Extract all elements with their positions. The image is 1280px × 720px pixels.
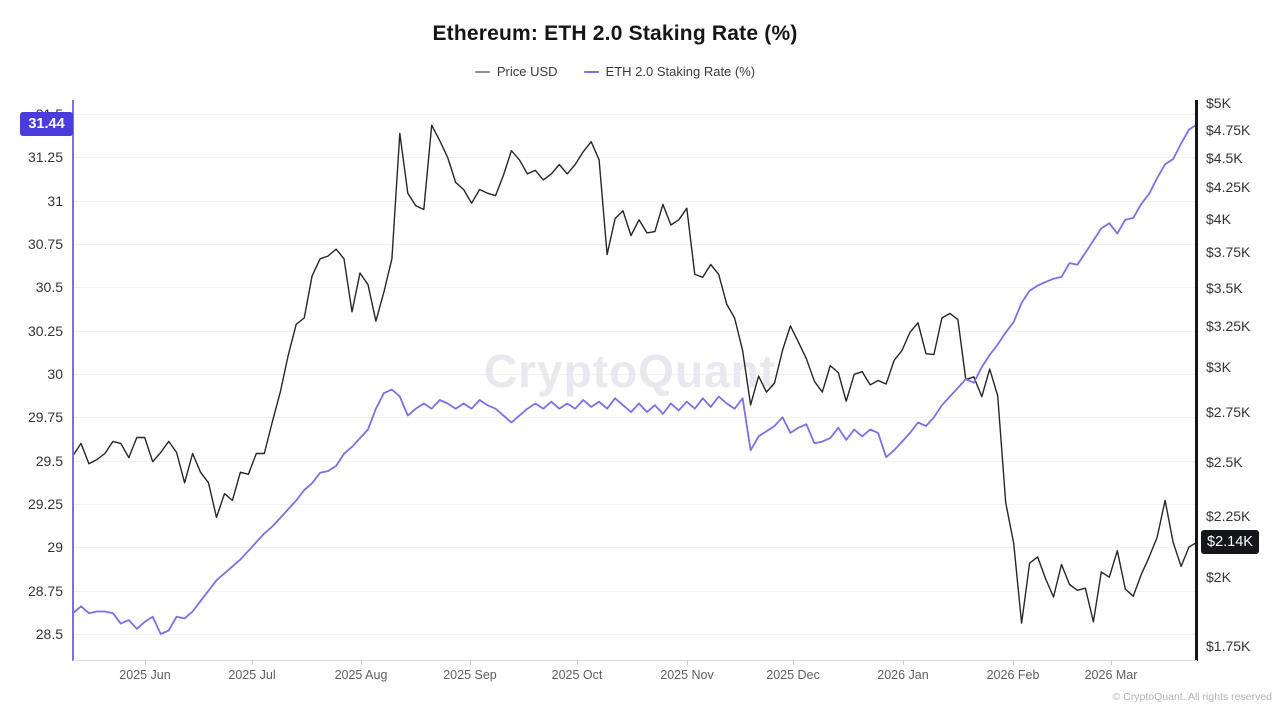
x-tick-label: 2025 Nov: [660, 668, 714, 682]
y-right-tick-label: $3.5K: [1206, 279, 1243, 296]
x-tick-mark: [687, 660, 688, 665]
x-tick-mark: [793, 660, 794, 665]
staking-line-swatch-icon: [583, 70, 599, 73]
y-left-tick-label: 28.5: [35, 626, 63, 642]
gridline: [73, 200, 1197, 202]
x-tick-mark: [252, 660, 253, 665]
x-tick-mark: [470, 660, 471, 665]
x-tick-mark: [577, 660, 578, 665]
x-tick-label: 2025 Oct: [551, 668, 603, 682]
y-right-tick-label: $2K: [1206, 569, 1231, 586]
x-tick-mark: [903, 660, 904, 665]
watermark: CryptoQuant: [483, 345, 777, 397]
y-left-tick-label: 29.5: [35, 452, 63, 469]
x-tick-label: 2025 Aug: [334, 668, 388, 682]
chart-title: Ethereum: ETH 2.0 Staking Rate (%): [432, 22, 798, 45]
legend-item-staking[interactable]: ETH 2.0 Staking Rate (%): [583, 64, 756, 79]
x-tick-label: 2026 Feb: [986, 668, 1040, 682]
gridline: [73, 244, 1197, 245]
y-right-tick-label: $3.25K: [1206, 317, 1251, 334]
y-right-tick-label: $4.25K: [1206, 179, 1251, 196]
y-right-tick-label: $2.25K: [1206, 508, 1251, 525]
legend-label-price: Price USD: [496, 64, 558, 79]
y-left-tick-label: 30.5: [35, 279, 63, 296]
y-right-tick-label: $4K: [1206, 210, 1231, 227]
legend-item-price[interactable]: Price USD: [474, 64, 558, 79]
gridline: [73, 547, 1197, 549]
x-tick-mark: [1013, 660, 1014, 665]
gridline: [73, 590, 1197, 592]
y-left-tick-label: 31: [47, 192, 63, 209]
left-last-value-badge: 31.44: [20, 112, 73, 136]
gridline: [73, 504, 1197, 505]
staking-rate-line: [72, 123, 1198, 635]
legend-label-staking: ETH 2.0 Staking Rate (%): [605, 64, 756, 79]
x-tick-label: 2026 Mar: [1084, 668, 1138, 682]
y-right-tick-label: $3K: [1206, 359, 1231, 376]
y-right-tick-label: $4.5K: [1206, 149, 1243, 166]
y-right-tick-label: $2.5K: [1206, 453, 1243, 470]
x-tick-mark: [145, 660, 146, 665]
y-right-tick-label: $1.75K: [1206, 638, 1251, 655]
x-tick-label: 2025 Dec: [766, 668, 820, 682]
gridline: [73, 417, 1197, 419]
y-left-tick-label: 31.25: [27, 149, 63, 166]
y-left-tick-label: 29.25: [27, 496, 63, 512]
y-left-tick-label: 29: [47, 539, 63, 556]
price-line-swatch-icon: [474, 70, 490, 73]
y-right-tick-label: $2.75K: [1206, 404, 1251, 421]
copyright-text: © CryptoQuant. All rights reserved: [1112, 691, 1272, 703]
x-tick-label: 2025 Jun: [119, 668, 171, 682]
y-right-tick-label: $5K: [1206, 95, 1231, 111]
gridline: [73, 157, 1197, 159]
y-left-tick-label: 30.25: [27, 322, 63, 339]
right-axis-line: [1195, 100, 1198, 661]
left-axis-line: [72, 100, 74, 661]
gridline: [73, 114, 1197, 115]
price-line: [72, 124, 1198, 624]
gridline: [73, 374, 1197, 375]
y-left-tick-label: 30: [47, 366, 63, 382]
x-tick-mark: [361, 660, 362, 665]
x-axis-line: [73, 660, 1197, 661]
gridline: [73, 460, 1197, 462]
x-tick-label: 2025 Jul: [228, 668, 276, 682]
right-last-value-badge: $2.14K: [1201, 530, 1259, 554]
y-right-tick-label: $3.75K: [1206, 243, 1251, 260]
gridline: [73, 330, 1197, 332]
x-tick-label: 2025 Sep: [443, 668, 497, 682]
gridline: [73, 634, 1197, 635]
y-left-tick-label: 28.75: [27, 582, 63, 599]
gridline: [73, 287, 1197, 289]
y-left-tick-label: 29.75: [27, 409, 63, 426]
legend: Price USD ETH 2.0 Staking Rate (%): [0, 64, 1230, 79]
y-left-tick-label: 30.75: [27, 236, 63, 252]
x-tick-label: 2026 Jan: [877, 668, 929, 682]
x-tick-mark: [1111, 660, 1112, 665]
y-right-tick-label: $4.75K: [1206, 121, 1251, 138]
